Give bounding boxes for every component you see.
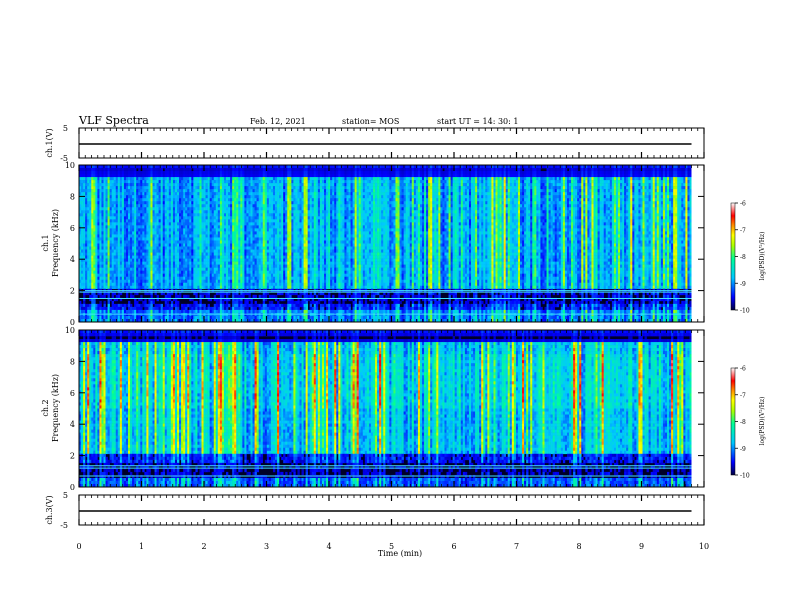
ch2-frequency-label: Frequency (kHz) <box>51 374 60 442</box>
colorbar-tick-label: -9 <box>740 281 746 288</box>
time-tick-label: 2 <box>201 542 206 551</box>
time-tick-label: 9 <box>639 542 644 551</box>
time-tick-label: 3 <box>264 542 269 551</box>
time-tick-label: 1 <box>139 542 144 551</box>
ch1-waveform-ylabel: ch.1(V) <box>45 128 54 157</box>
ch3-waveform-ylabel: ch.3(V) <box>45 495 54 524</box>
time-axis-label: Time (min) <box>378 549 422 558</box>
ch1-channel-label: ch.1 <box>41 234 50 251</box>
colorbar-tick-label: -7 <box>740 227 746 234</box>
ytick-label: 10 <box>65 326 75 335</box>
vlf-figure: VLF Spectra Feb. 12, 2021 station= MOS s… <box>0 0 792 612</box>
time-tick-label: 6 <box>451 542 456 551</box>
colorbar-tick-label: -6 <box>740 366 746 373</box>
ch1-colorbar-scale <box>731 203 735 310</box>
ytick-label: 10 <box>65 161 75 170</box>
time-tick-label: 4 <box>326 542 331 551</box>
start-time-label: start UT = 14: 30: 1 <box>437 117 518 126</box>
date-label: Feb. 12, 2021 <box>250 117 306 126</box>
ch1-colorbar-label: log(PSD)(V²/Hz) <box>759 232 766 281</box>
ch2-spectrogram-image <box>79 330 704 487</box>
ytick-label: 2 <box>70 287 75 296</box>
ch3-ytick-bottom: -5 <box>60 521 68 530</box>
ch2-colorbar: -6 -7 -8 -9 -10 log(PSD)(V²/Hz) <box>731 366 766 480</box>
colorbar-tick-label: -7 <box>740 392 746 399</box>
ytick-label: 4 <box>70 420 75 429</box>
ch2-colorbar-label: log(PSD)(V²/Hz) <box>759 397 766 446</box>
colorbar-tick-label: -8 <box>740 254 746 261</box>
ch1-spectrogram-image <box>79 165 704 322</box>
colorbar-tick-label: -10 <box>740 308 750 315</box>
ch2-spectrogram-panel: 0 2 4 6 8 10 ch.2 Frequency (kHz) <box>41 326 704 492</box>
ytick-label: 6 <box>70 224 75 233</box>
time-tick-label: 0 <box>76 542 81 551</box>
ch1-waveform-panel: 5 -5 ch.1(V) <box>45 124 704 163</box>
colorbar-tick-label: -6 <box>740 201 746 208</box>
ch1-colorbar: -6 -7 -8 -9 -10 log(PSD)(V²/Hz) <box>731 201 766 315</box>
ytick-label: 0 <box>70 483 75 492</box>
ytick-label: 8 <box>70 357 75 366</box>
colorbar-tick-label: -8 <box>740 419 746 426</box>
ch1-frequency-label: Frequency (kHz) <box>51 209 60 277</box>
time-tick-label: 7 <box>514 542 519 551</box>
colorbar-tick-label: -9 <box>740 446 746 453</box>
station-label: station= MOS <box>342 117 399 126</box>
ch1-ytick-top: 5 <box>63 124 68 133</box>
ch2-channel-label: ch.2 <box>41 399 50 416</box>
ytick-label: 2 <box>70 452 75 461</box>
ch3-ytick-top: 5 <box>63 491 68 500</box>
figure-title: VLF Spectra <box>78 114 149 127</box>
ch3-waveform-panel: 5 -5 ch.3(V) <box>45 491 704 530</box>
ytick-label: 8 <box>70 192 75 201</box>
ytick-label: 6 <box>70 389 75 398</box>
colorbar-tick-label: -10 <box>740 473 750 480</box>
ch2-colorbar-scale <box>731 368 735 475</box>
ytick-label: 4 <box>70 255 75 264</box>
time-tick-label: 8 <box>576 542 581 551</box>
time-tick-label: 10 <box>699 542 709 551</box>
